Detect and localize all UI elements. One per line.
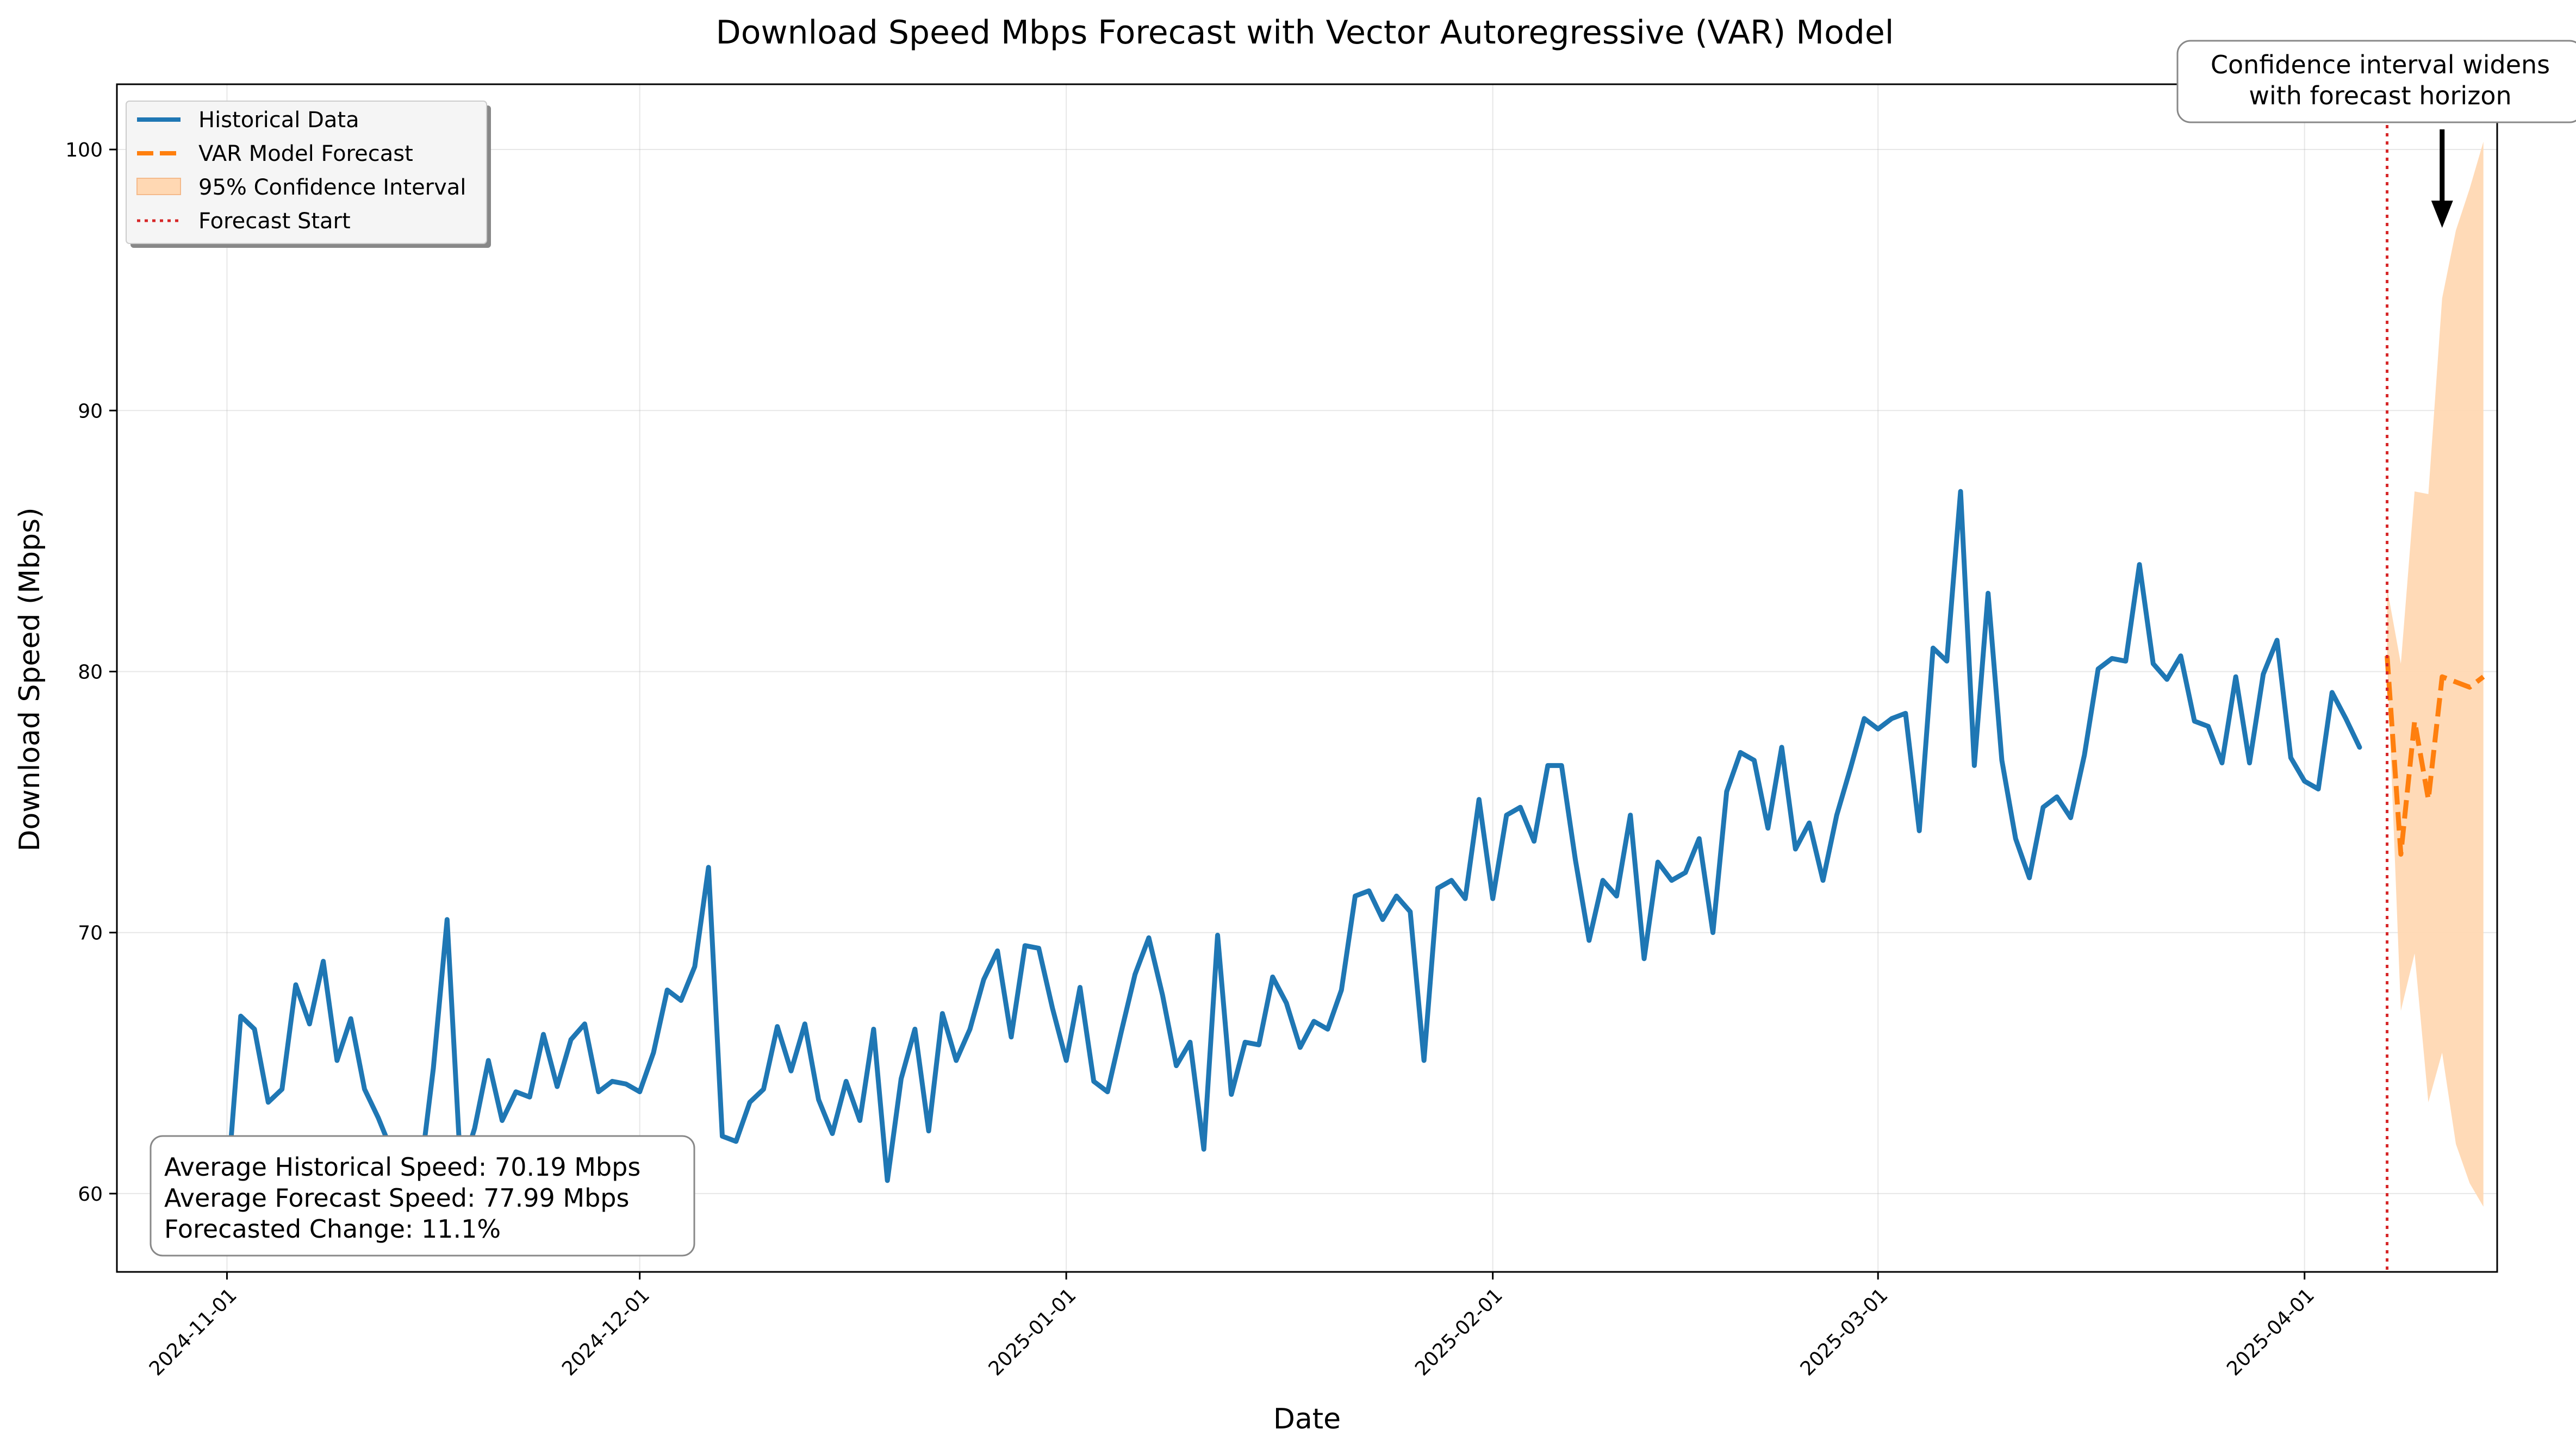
grid [117, 84, 2497, 1272]
summary-box-frame [150, 1135, 695, 1257]
plot-frame [116, 83, 2498, 1273]
x-axis-title: Date [1273, 1403, 1341, 1436]
y-axis-title: Download Speed (Mbps) [14, 507, 46, 851]
chart-title: Download Speed Mbps Forecast with Vector… [716, 14, 1894, 52]
legend-label-confidence-interval: 95% Confidence Interval [198, 175, 466, 200]
legend-swatch-confidence-interval [136, 178, 181, 195]
legend: Historical Data VAR Model Forecast 95% C… [126, 101, 491, 248]
forecast-layer [2385, 656, 2485, 857]
y-tick-label-0: 60 [78, 1183, 103, 1206]
historical-layer [224, 489, 2362, 1194]
historical-series-line [224, 489, 2362, 1194]
summary-line-3: Forecasted Change: 11.1% [164, 1214, 501, 1244]
legend-item-forecast: VAR Model Forecast [137, 141, 413, 166]
legend-item-historical: Historical Data [137, 108, 359, 133]
forecast-series-line [2385, 656, 2485, 857]
annotation-arrow-head [2431, 201, 2453, 228]
legend-box [126, 101, 487, 244]
annotation: Confidence interval widens with forecast… [2176, 40, 2576, 228]
summary-line-2: Average Forecast Speed: 77.99 Mbps [164, 1183, 629, 1213]
confidence-interval-band [2387, 141, 2484, 1207]
annotation-box [2176, 40, 2576, 123]
annotation-text-line-2: with forecast horizon [2249, 81, 2511, 110]
legend-label-forecast: VAR Model Forecast [198, 141, 413, 166]
confidence-band-layer [2387, 141, 2484, 1207]
legend-item-confidence-interval: 95% Confidence Interval [136, 175, 466, 200]
y-tick-label-1: 70 [78, 922, 103, 945]
legend-label-historical: Historical Data [198, 108, 359, 133]
y-tick-label-3: 90 [78, 400, 103, 422]
legend-item-forecast-start: Forecast Start [137, 209, 351, 234]
y-tick-label-2: 80 [78, 661, 103, 683]
annotation-text-line-1: Confidence interval widens [2211, 50, 2550, 79]
y-axis: 60 70 80 90 100 [65, 139, 117, 1206]
annotation-arrow [2431, 129, 2453, 228]
summary-box: Average Historical Speed: 70.19 Mbps Ave… [150, 1135, 695, 1257]
summary-line-1: Average Historical Speed: 70.19 Mbps [164, 1152, 640, 1182]
y-tick-label-4: 100 [65, 139, 103, 161]
legend-label-forecast-start: Forecast Start [198, 209, 351, 234]
